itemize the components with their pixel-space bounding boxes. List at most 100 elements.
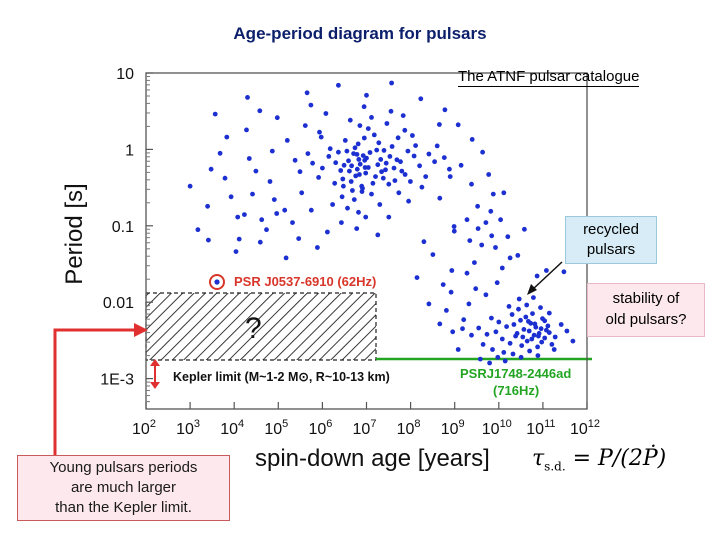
pulsar-point (509, 312, 515, 317)
pulsar-point (348, 179, 354, 184)
pulsar-point (496, 319, 502, 325)
pulsar-point (426, 151, 432, 157)
kepler-limit-label: Kepler limit (M~1-2 M⊙, R~10-13 km) (173, 370, 390, 384)
pulsar-point (535, 353, 541, 358)
pulsar-point (339, 220, 344, 226)
pulsar-point (264, 227, 269, 233)
pulsar-point (374, 147, 380, 153)
pulsar-point (542, 318, 548, 324)
pulsar-point (233, 249, 239, 255)
pulsar-point (346, 158, 351, 164)
pulsar-point (440, 282, 446, 287)
pulsar-point (518, 317, 523, 323)
pulsar-point (451, 228, 457, 234)
pulsar-point (274, 211, 280, 216)
question-mark: ? (245, 312, 262, 345)
pulsar-point (475, 203, 480, 209)
pulsar-point (245, 95, 250, 100)
pulsar-point (224, 134, 230, 140)
pulsar-point (516, 296, 522, 302)
pulsar-point (357, 123, 363, 128)
pulsar-point (399, 168, 405, 174)
pulsar-point (406, 198, 411, 204)
kepler-red-arrowhead-bottom (150, 382, 160, 389)
pulsar-point (269, 148, 275, 154)
x-tick-label: 105 (264, 418, 288, 438)
pulsar-point (386, 214, 392, 220)
pulsar-point (342, 138, 348, 143)
pulsar-point (355, 141, 361, 147)
pulsar-point (350, 188, 355, 193)
pulsar-point (532, 321, 538, 327)
pulsar-point (488, 208, 494, 214)
pulsar-point (336, 149, 341, 155)
pulsar-point (561, 269, 567, 275)
pulsar-point (284, 138, 290, 143)
young-pulsars-callout: Young pulsars periods are much larger th… (17, 455, 230, 521)
pulsar-point (538, 305, 543, 310)
pulsar-point (437, 122, 442, 127)
pulsar-point (413, 143, 418, 149)
pulsar-point (361, 135, 367, 141)
pulsar-point (381, 148, 387, 153)
pulsar-point (383, 160, 389, 166)
pulsar-point (527, 348, 532, 354)
axis-ticks: 10 1 0.1 0.01 1E-3 102 103 104 105 106 107 108 109 10… (100, 66, 600, 438)
pulsar-point (370, 180, 376, 186)
pulsar-point (542, 335, 548, 341)
pulsar-point (501, 350, 507, 355)
pulsar-point (315, 245, 320, 250)
pulsar-point (447, 166, 452, 172)
pulsar-point (437, 195, 443, 201)
pulsar-point (499, 265, 505, 271)
pulsar-point (242, 212, 247, 218)
pulsar-point (296, 236, 302, 242)
pulsar-point (354, 152, 360, 157)
pulsar-point (476, 325, 482, 331)
spin-down-age-formula: τs.d. = P/(2Ṗ) (532, 446, 666, 473)
pulsar-point (344, 148, 350, 154)
pulsar-point (499, 336, 505, 342)
pulsar-point (379, 169, 384, 175)
pulsar-point (423, 174, 429, 180)
pulsar-point (469, 332, 474, 338)
pulsar-point (347, 117, 353, 123)
pulsar-point (516, 306, 521, 312)
pulsar-point (357, 161, 363, 167)
pulsar-point (455, 122, 461, 128)
pulsar-point (434, 143, 440, 149)
young-pulsars-connector (53, 328, 138, 455)
pulsar-point (539, 339, 545, 345)
pulsar-point (349, 163, 354, 169)
x-tick-label: 107 (353, 418, 377, 438)
pulsar-point (487, 360, 492, 366)
pulsar-point (351, 197, 357, 203)
pulsar-point (354, 166, 360, 172)
pulsar-point (531, 295, 536, 300)
pulsar-point (187, 183, 193, 189)
pulsar-point (515, 253, 521, 258)
x-tick-label: 1010 (482, 418, 512, 438)
pulsar-point (464, 217, 470, 223)
pulsar-point (489, 315, 494, 321)
pulsar-point (418, 96, 424, 102)
scatter-points (187, 80, 576, 366)
pulsar-point (388, 108, 394, 114)
pulsar-point (469, 137, 475, 142)
catalogue-label: The ATNF pulsar catalogue (458, 68, 640, 87)
pulsar-point (394, 157, 400, 163)
pulsar-point (520, 334, 526, 340)
pulsar-point (195, 227, 201, 233)
pulsar-point (570, 338, 576, 344)
pulsar-point (448, 289, 454, 295)
kepler-forbidden-region (145, 292, 377, 361)
pulsar-point (405, 148, 411, 154)
pulsar-point (391, 165, 397, 171)
pulsar-point (494, 280, 500, 286)
pulsar-point (501, 190, 507, 196)
pulsar-point (498, 217, 503, 223)
pulsar-point (396, 190, 402, 196)
pulsar-point (426, 301, 432, 307)
pulsar-point (205, 203, 211, 209)
